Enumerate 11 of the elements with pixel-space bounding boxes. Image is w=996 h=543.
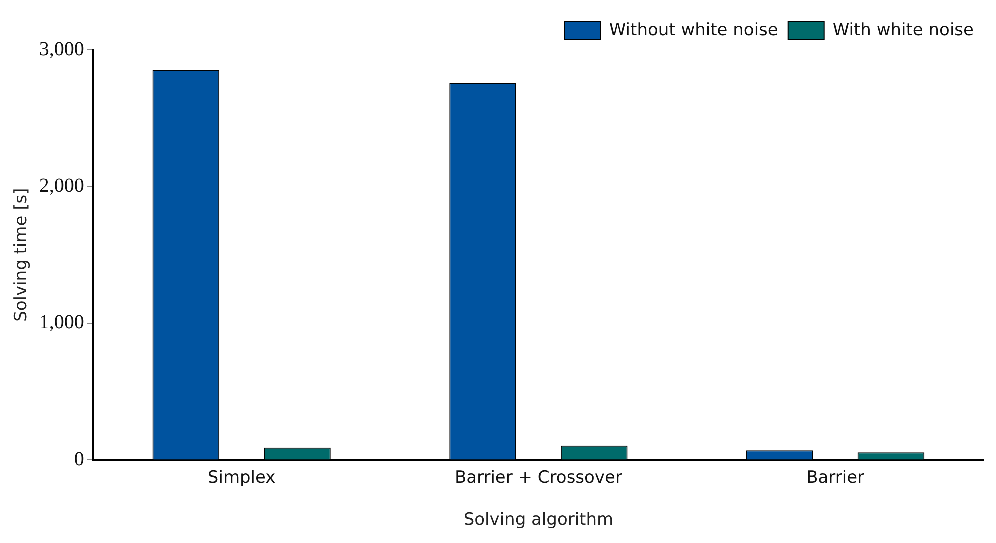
x-axis-title: Solving algorithm (464, 510, 614, 530)
x-tick-label: Barrier (806, 468, 865, 488)
y-tick-label: 1,000 (39, 312, 84, 334)
legend-label: Without white noise (609, 20, 778, 40)
y-axis-title: Solving time [s] (12, 188, 32, 322)
legend-label: With white noise (832, 20, 974, 40)
x-tick-label: Simplex (208, 468, 276, 488)
y-tick-label: 3,000 (39, 38, 84, 60)
y-tick-label: 0 (74, 448, 84, 470)
x-tick-label: Barrier + Crossover (454, 468, 622, 488)
y-tick-label: 2,000 (39, 174, 84, 197)
